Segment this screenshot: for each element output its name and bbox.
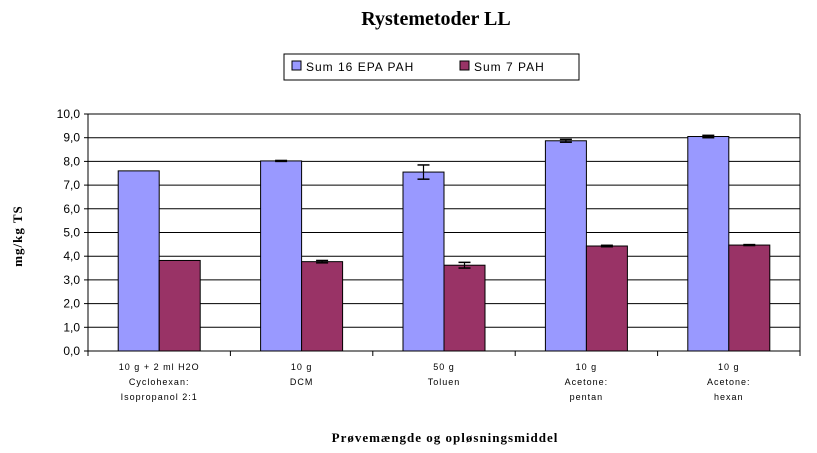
y-tick-label: 10,0 bbox=[57, 107, 81, 121]
x-category-label: Isopropanol 2:1 bbox=[121, 392, 198, 402]
chart-title: Rystemetoder LL bbox=[361, 8, 510, 30]
y-tick-label: 9,0 bbox=[63, 131, 80, 145]
bar-series-1 bbox=[158, 259, 201, 352]
axes bbox=[87, 114, 801, 356]
x-category-label: 50 g bbox=[433, 362, 455, 372]
bar-series-1 bbox=[728, 244, 771, 352]
x-category-label: Acetone: bbox=[565, 377, 609, 387]
legend-box bbox=[283, 53, 580, 81]
y-tick-label: 2,0 bbox=[63, 297, 80, 311]
x-category-labels: 10 g + 2 ml H2O Cyclohexan: Isopropanol 2:… bbox=[119, 362, 751, 402]
y-tick-label: 3,0 bbox=[63, 273, 80, 287]
x-category-label: 10 g + 2 ml H2O bbox=[119, 362, 200, 372]
x-category-label: Cyclohexan: bbox=[129, 377, 190, 387]
y-axis-label: mg/kg TS bbox=[10, 205, 25, 267]
bar-series-1 bbox=[443, 264, 486, 352]
bar-series-0 bbox=[402, 171, 445, 352]
x-category-label: hexan bbox=[714, 392, 744, 402]
bars bbox=[117, 136, 771, 352]
bar-series-0 bbox=[260, 160, 303, 352]
x-category-label: 10 g bbox=[718, 362, 740, 372]
y-tick-labels: 0,0 1,0 2,0 3,0 4,0 5,0 6,0 7,0 8,0 9,0 10,0 bbox=[57, 107, 81, 358]
bar-series-1 bbox=[301, 261, 344, 352]
bar-series-0 bbox=[544, 140, 587, 352]
x-category-label: Acetone: bbox=[707, 377, 751, 387]
bar-series-0 bbox=[117, 170, 160, 352]
x-category-label: Toluen bbox=[428, 377, 461, 387]
y-tick-label: 1,0 bbox=[63, 320, 80, 334]
y-tick-label: 8,0 bbox=[63, 154, 80, 168]
x-category-label: DCM bbox=[290, 377, 314, 387]
legend: Sum 16 EPA PAH Sum 7 PAH bbox=[283, 53, 580, 81]
y-tick-label: 4,0 bbox=[63, 249, 80, 263]
bar-series-1 bbox=[585, 245, 628, 352]
y-tick-label: 7,0 bbox=[63, 178, 80, 192]
x-axis-label: Prøvemængde og opløsningsmiddel bbox=[332, 430, 559, 445]
x-category-label: pentan bbox=[570, 392, 604, 402]
x-category-label: 10 g bbox=[291, 362, 313, 372]
legend-label-series-0: Sum 16 EPA PAH bbox=[306, 60, 414, 74]
legend-swatch-series-1 bbox=[459, 60, 470, 71]
bar-series-0 bbox=[687, 136, 730, 352]
legend-label-series-1: Sum 7 PAH bbox=[474, 60, 545, 74]
legend-swatch-series-0 bbox=[291, 60, 302, 71]
x-category-label: 10 g bbox=[576, 362, 598, 372]
y-tick-label: 0,0 bbox=[63, 344, 80, 358]
y-tick-label: 5,0 bbox=[63, 226, 80, 240]
y-tick-label: 6,0 bbox=[63, 202, 80, 216]
error-bars bbox=[275, 134, 756, 269]
